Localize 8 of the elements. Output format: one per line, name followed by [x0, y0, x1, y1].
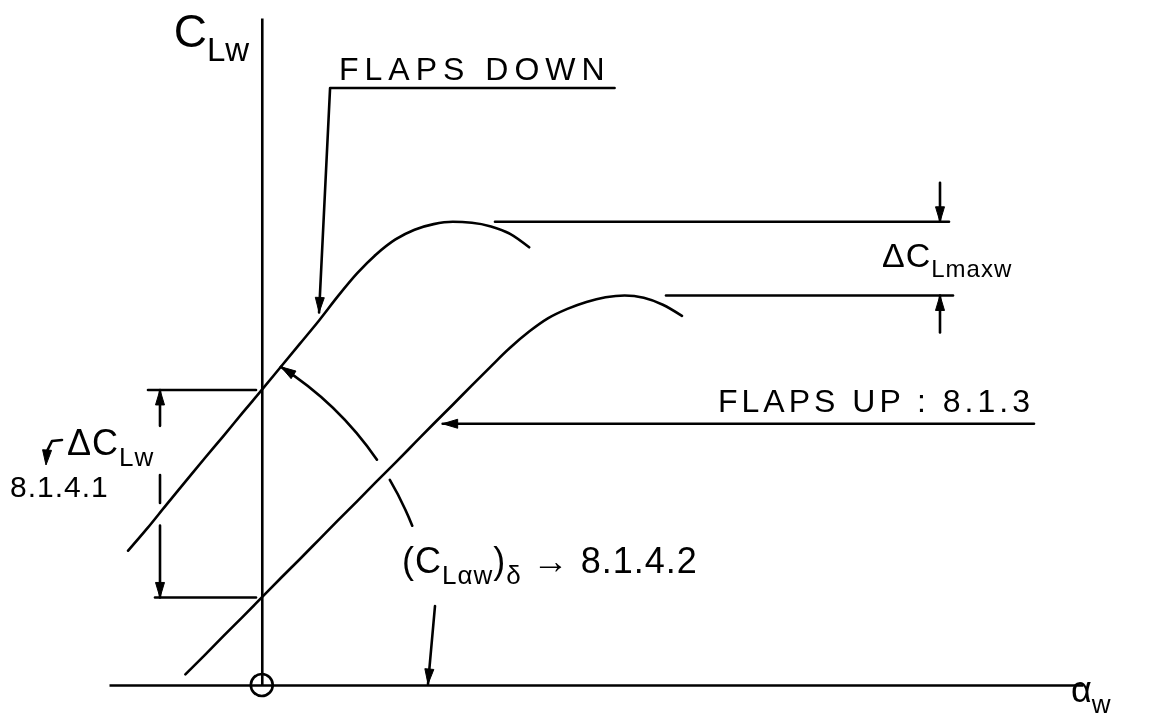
x-axis-title: α$_{w}$ [1071, 669, 1111, 719]
annotation: ΔC$_{Lw}$ [67, 422, 155, 472]
text: FLAPS UP : 8.1.3 [718, 382, 1034, 419]
text: FLAPS DOWN [339, 51, 611, 87]
annotation: ΔC$_{Lmaxw}$ [882, 236, 1013, 283]
annotation: (C$_{Lαw}$)$_{δ}$ → 8.1.4.2 [402, 540, 698, 590]
y-axis-title: C$_{Lw}$ [173, 5, 250, 68]
text: 8.1.4.1 [10, 470, 109, 503]
